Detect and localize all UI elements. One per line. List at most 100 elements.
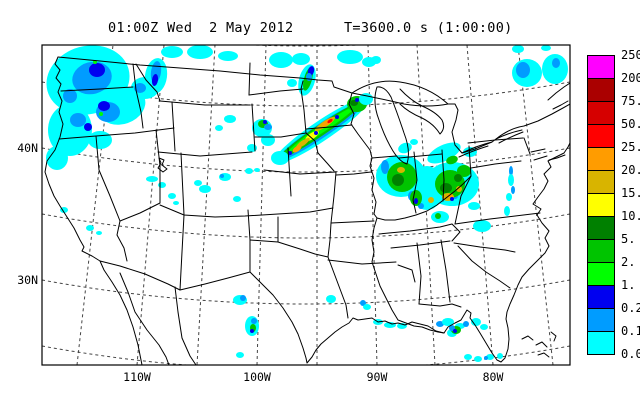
- state-boundary-line: [157, 151, 253, 157]
- state-boundary-line: [58, 127, 175, 140]
- lake-outline: [458, 141, 493, 158]
- state-boundary-line: [171, 101, 176, 152]
- state-boundary-line: [263, 169, 337, 175]
- state-boundary-line: [523, 137, 548, 161]
- precip-cell: [86, 225, 94, 231]
- state-boundary-line: [441, 149, 445, 202]
- precip-cell: [381, 160, 389, 174]
- state-boundary-line: [470, 160, 522, 169]
- precip-cell: [335, 115, 339, 119]
- state-boundary-line: [348, 92, 445, 334]
- state-boundary-line: [300, 80, 307, 134]
- precip-cell: [428, 197, 434, 203]
- state-boundary-line: [335, 171, 372, 176]
- state-boundary-line: [135, 63, 161, 102]
- precip-cell: [269, 52, 293, 68]
- precip-cell: [218, 51, 238, 61]
- lake-outline: [157, 157, 168, 173]
- coast-border-line: [249, 142, 570, 364]
- state-boundary-line: [467, 137, 524, 144]
- precip-cell: [427, 142, 461, 164]
- precip-cell: [215, 125, 223, 131]
- state-boundary-line: [330, 171, 337, 224]
- precip-cell: [254, 168, 260, 172]
- precip-cell: [442, 318, 454, 326]
- precip-cell: [158, 182, 166, 188]
- precip-cell: [288, 151, 292, 155]
- precip-cell: [435, 213, 441, 219]
- graticule: [42, 45, 570, 365]
- state-boundary-line: [453, 242, 516, 253]
- precip-cell: [264, 124, 272, 130]
- state-boundary-line: [457, 245, 511, 289]
- state-boundary-line: [397, 264, 416, 283]
- precip-cell: [70, 113, 86, 127]
- precip-cell: [486, 354, 494, 360]
- state-boundary-line: [251, 103, 256, 152]
- plot-title-forecast-time: T=3600.0 s (1:00:00): [344, 20, 513, 36]
- precip-cell: [194, 180, 202, 186]
- precip-cell: [292, 145, 302, 153]
- state-boundary-line: [248, 88, 304, 96]
- coast-border-line: [521, 331, 557, 358]
- precip-cell: [146, 176, 158, 182]
- precip-cell: [187, 45, 213, 59]
- precip-cell: [199, 185, 211, 193]
- precip-cell: [327, 118, 333, 124]
- precip-cell: [541, 45, 551, 51]
- graticule-line: [256, 45, 267, 365]
- state-boundary-line: [376, 175, 472, 221]
- state-boundary-line: [249, 216, 329, 258]
- state-boundary-line: [60, 86, 134, 92]
- precip-cell: [552, 58, 560, 68]
- precip-cell: [263, 120, 267, 124]
- coast-border-line: [119, 272, 170, 365]
- precip-cell: [436, 321, 444, 327]
- coast-border-line: [174, 286, 197, 365]
- coast-border-line: [547, 82, 570, 101]
- precip-cell: [292, 53, 310, 65]
- precip-cell: [233, 196, 241, 202]
- state-boundary-line: [327, 259, 397, 265]
- precip-cell: [250, 329, 254, 333]
- precip-cell: [497, 353, 503, 359]
- precip-cell: [337, 50, 363, 64]
- lake-outline: [399, 88, 445, 135]
- state-boundary-line: [371, 155, 397, 159]
- precip-cell: [326, 295, 336, 303]
- state-boundary-line: [287, 147, 292, 197]
- graticule-line: [42, 279, 570, 305]
- precip-cell: [453, 329, 457, 333]
- state-boundary-line: [451, 223, 461, 242]
- state-boundary-line: [454, 175, 472, 225]
- precip-cell: [240, 295, 246, 301]
- state-boundary-line: [378, 223, 453, 235]
- lon-tick-label: 90W: [366, 370, 388, 384]
- precip-cell: [89, 63, 105, 77]
- lon-tick-label: 110W: [123, 370, 151, 384]
- precip-cell: [99, 112, 103, 116]
- precip-cell: [360, 300, 366, 306]
- precip-cell: [397, 167, 405, 173]
- precip-cell: [271, 151, 289, 165]
- precip-cell: [363, 304, 371, 310]
- state-boundary-line: [418, 303, 462, 308]
- state-boundary-line: [416, 242, 422, 305]
- precip-cell: [224, 115, 236, 123]
- precip-cell: [542, 54, 568, 84]
- state-boundary-line: [95, 135, 121, 222]
- state-boundary-line: [159, 204, 334, 218]
- state-boundary-line: [390, 240, 451, 249]
- precip-cell: [484, 356, 488, 360]
- precip-cell: [509, 166, 513, 176]
- precip-cell: [473, 220, 491, 232]
- precip-cell: [355, 98, 359, 102]
- precip-cell: [506, 193, 512, 201]
- coast-border-line: [552, 100, 569, 110]
- graticule-line: [42, 213, 570, 239]
- state-boundary-line: [327, 222, 332, 258]
- precip-cell: [371, 56, 381, 64]
- state-boundary-line: [440, 239, 451, 303]
- precip-cell: [463, 321, 469, 327]
